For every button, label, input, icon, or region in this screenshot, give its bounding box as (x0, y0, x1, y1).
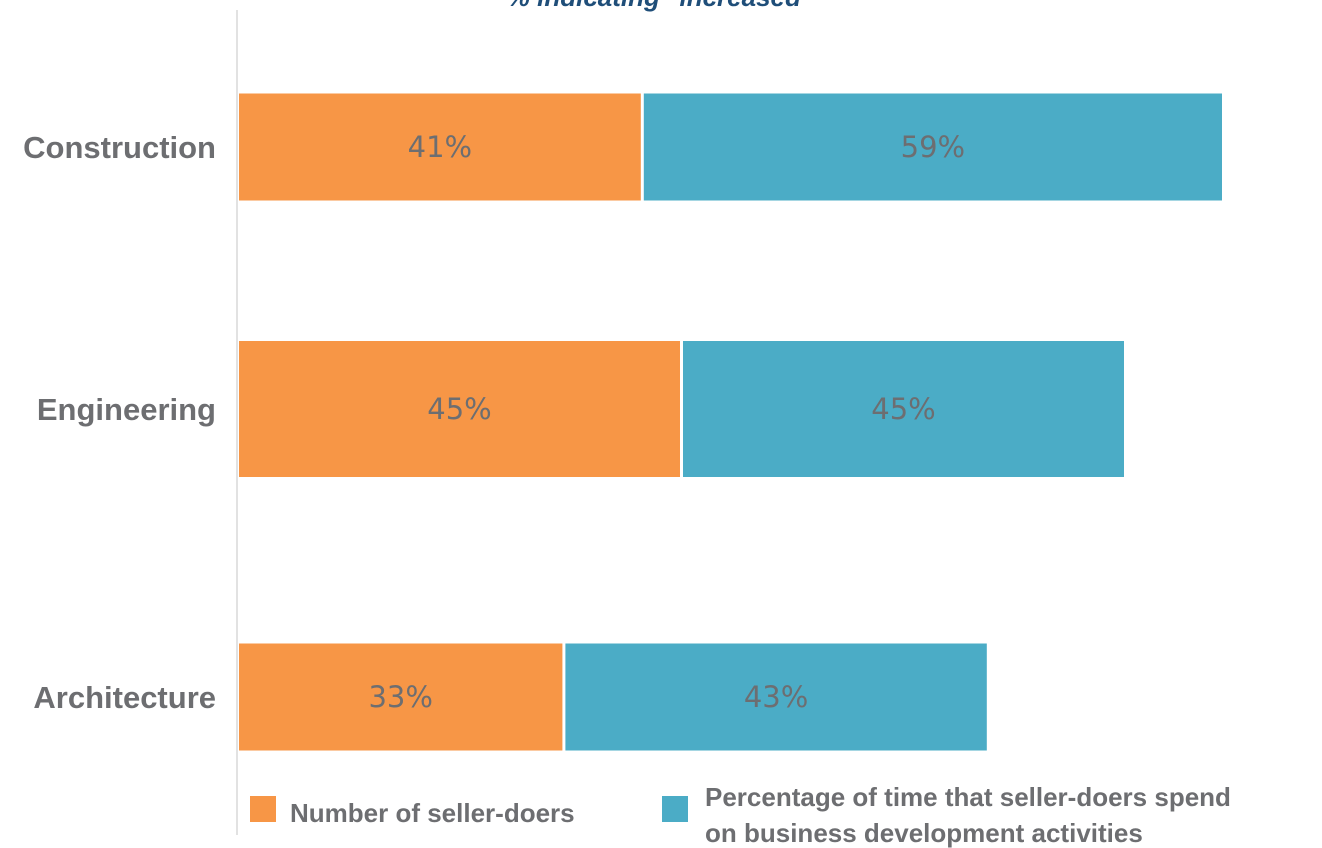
category-label-architecture: Architecture (33, 680, 216, 715)
legend-label-2-line-1: Percentage of time that seller-doers spe… (705, 782, 1231, 812)
bars-group: Construction 41% 59% Engineering 45% 45% Archi… (23, 93, 1222, 751)
data-label-construction-series-1: 41% (408, 130, 472, 164)
bar-construction-series-1 (239, 93, 641, 201)
bar-construction-series-2 (643, 93, 1222, 201)
bar-architecture-series-2 (565, 643, 987, 751)
data-label-engineering-series-2: 45% (871, 392, 935, 426)
chart-subtitle: % indicating "increased" (507, 0, 814, 12)
legend: Number of seller-doers Percentage of time… (250, 782, 1231, 848)
legend-swatch-1 (250, 796, 276, 822)
category-label-engineering: Engineering (37, 392, 216, 427)
category-label-construction: Construction (23, 130, 216, 165)
legend-label-1-line-1: Number of seller-doers (290, 798, 575, 828)
legend-label-2-line-2: on business development activities (705, 818, 1143, 848)
data-label-engineering-series-1: 45% (427, 392, 491, 426)
bar-engineering-series-1 (239, 341, 680, 477)
legend-swatch-2 (662, 796, 688, 822)
bar-architecture-series-1 (239, 643, 563, 751)
data-label-architecture-series-2: 43% (744, 680, 808, 714)
bar-engineering-series-2 (683, 341, 1124, 477)
data-label-construction-series-2: 59% (901, 130, 965, 164)
data-label-architecture-series-1: 33% (368, 680, 432, 714)
